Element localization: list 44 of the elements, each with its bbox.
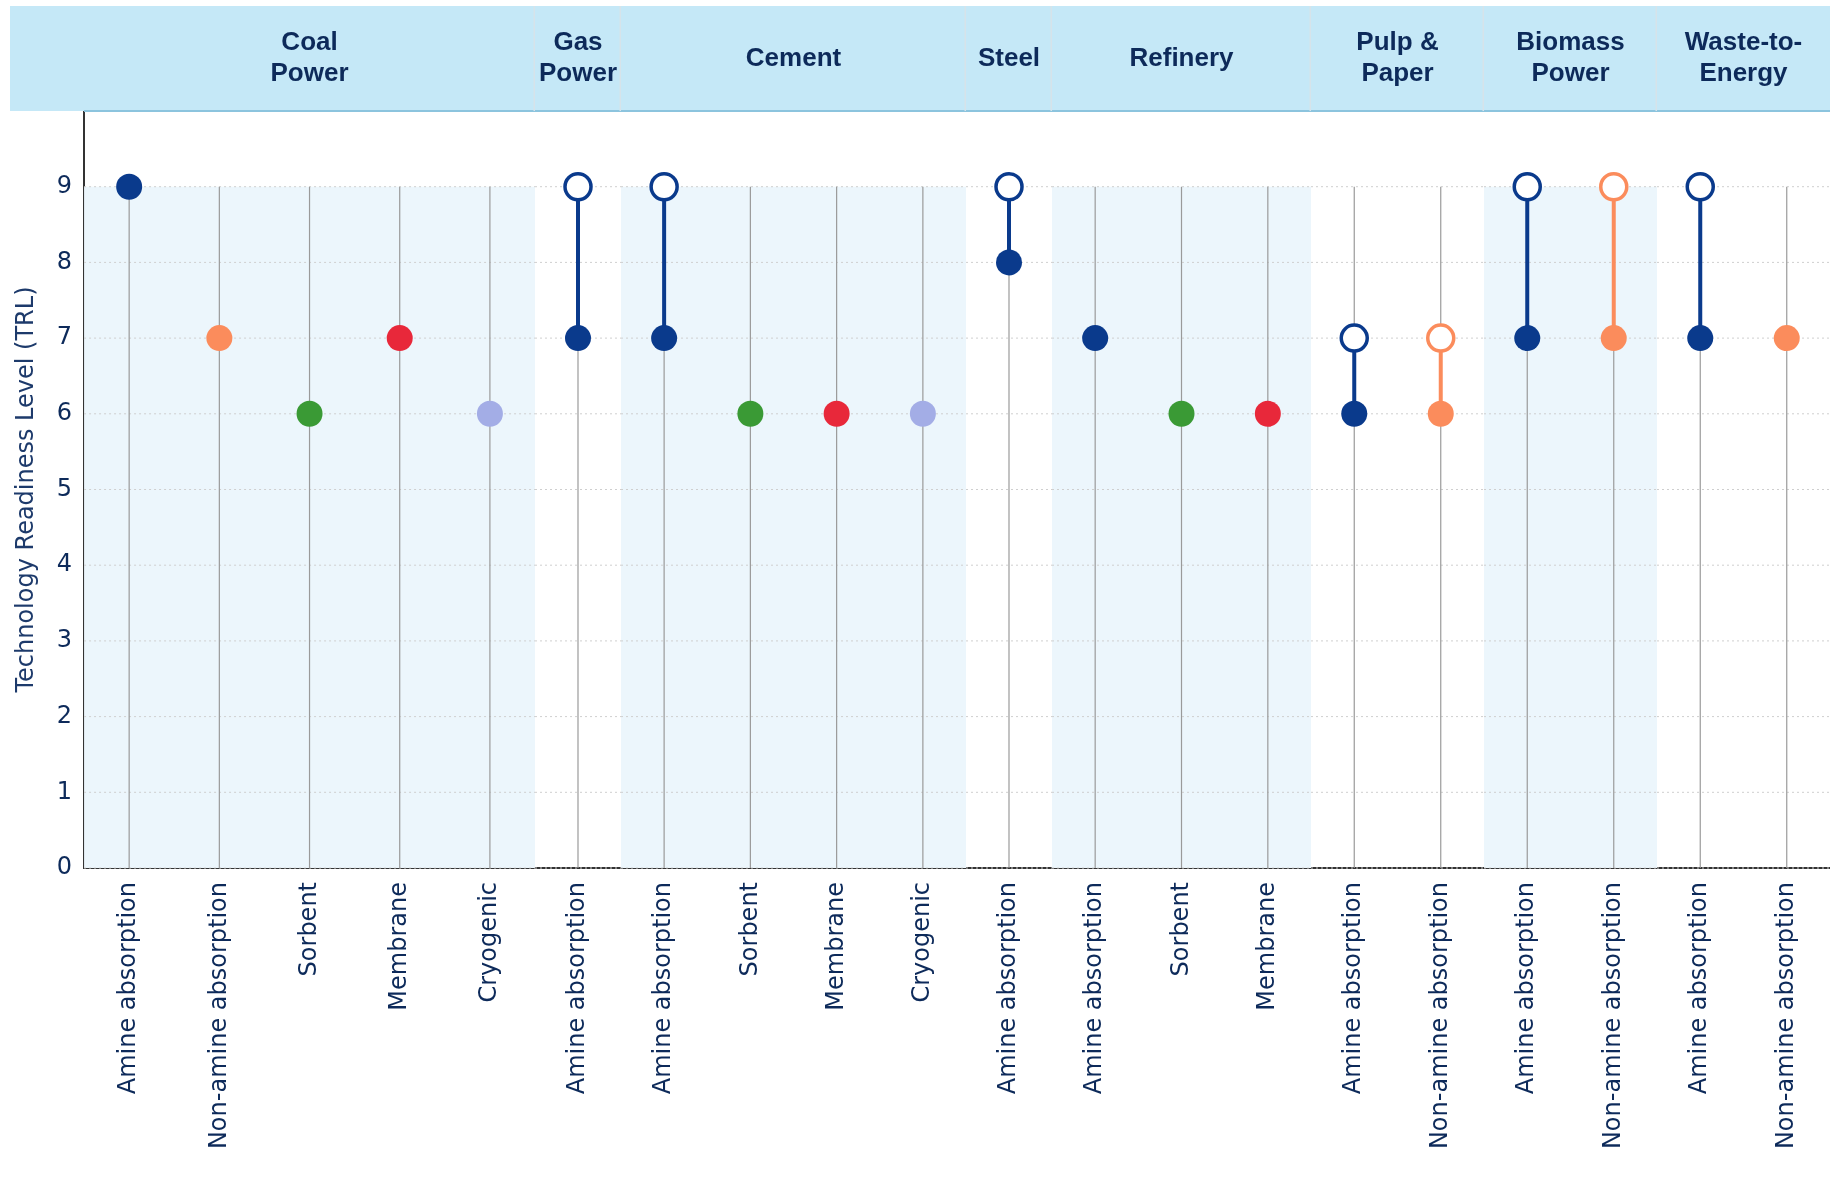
point <box>296 400 323 427</box>
chart-title: Biomass Power <box>1516 26 1625 88</box>
x-tick-label: Amine absorption <box>1684 882 1713 1095</box>
x-tick-label: Non-amine absorption <box>1597 882 1626 1150</box>
chart-title: Refinery <box>1129 41 1235 72</box>
y-tick-label: 3 <box>56 625 73 654</box>
y-axis-title: Technology Readiness Level (TRL) <box>10 286 39 694</box>
x-tick-label: Cryogenic <box>474 882 503 1003</box>
x-tick-label: Membrane <box>383 882 412 1011</box>
x-tick-label: Amine absorption <box>993 882 1022 1095</box>
chart-title: Coal Power <box>270 26 349 88</box>
x-tick-label: Sorbent <box>1165 882 1194 977</box>
chart-title: Waste-to-Energy <box>1684 26 1803 88</box>
x-tick-label: Amine absorption <box>1338 882 1367 1095</box>
y-tick-label: 2 <box>56 700 73 729</box>
x-tick-label: Amine absorption <box>1079 882 1108 1095</box>
x-tick-label: Amine absorption <box>648 882 677 1095</box>
x-tick-label: Sorbent <box>293 882 322 977</box>
point <box>476 400 503 427</box>
x-tick-label: Amine absorption <box>113 882 142 1095</box>
x-tick-label: Non-amine absorption <box>1424 882 1453 1150</box>
x-tick-label: Amine absorption <box>1511 882 1540 1095</box>
y-tick-label: 6 <box>56 398 73 427</box>
chart-title: Cement <box>745 41 842 72</box>
y-tick-label: 5 <box>56 473 73 502</box>
point <box>116 173 143 200</box>
x-tick-label: Membrane <box>820 882 849 1011</box>
x-tick-label: Sorbent <box>734 882 763 977</box>
y-tick-label: 9 <box>56 170 73 199</box>
x-tick-label: Non-amine absorption <box>203 882 232 1150</box>
x-tick-label: Amine absorption <box>562 882 591 1095</box>
x-tick-label: Non-amine absorption <box>1770 882 1799 1150</box>
chart-title: Steel <box>977 41 1041 72</box>
y-tick-label: 0 <box>56 852 73 881</box>
point <box>206 325 233 352</box>
y-tick-label: 7 <box>56 322 73 351</box>
x-tick-label: Membrane <box>1252 882 1281 1011</box>
y-tick-label: 8 <box>56 246 73 275</box>
y-tick-label: 1 <box>56 776 73 805</box>
chart-title: Pulp & Paper <box>1356 26 1439 88</box>
x-tick-label: Cryogenic <box>907 882 936 1003</box>
point <box>386 325 413 352</box>
chart-title: Gas Power <box>538 26 618 88</box>
y-tick-label: 4 <box>56 549 73 578</box>
